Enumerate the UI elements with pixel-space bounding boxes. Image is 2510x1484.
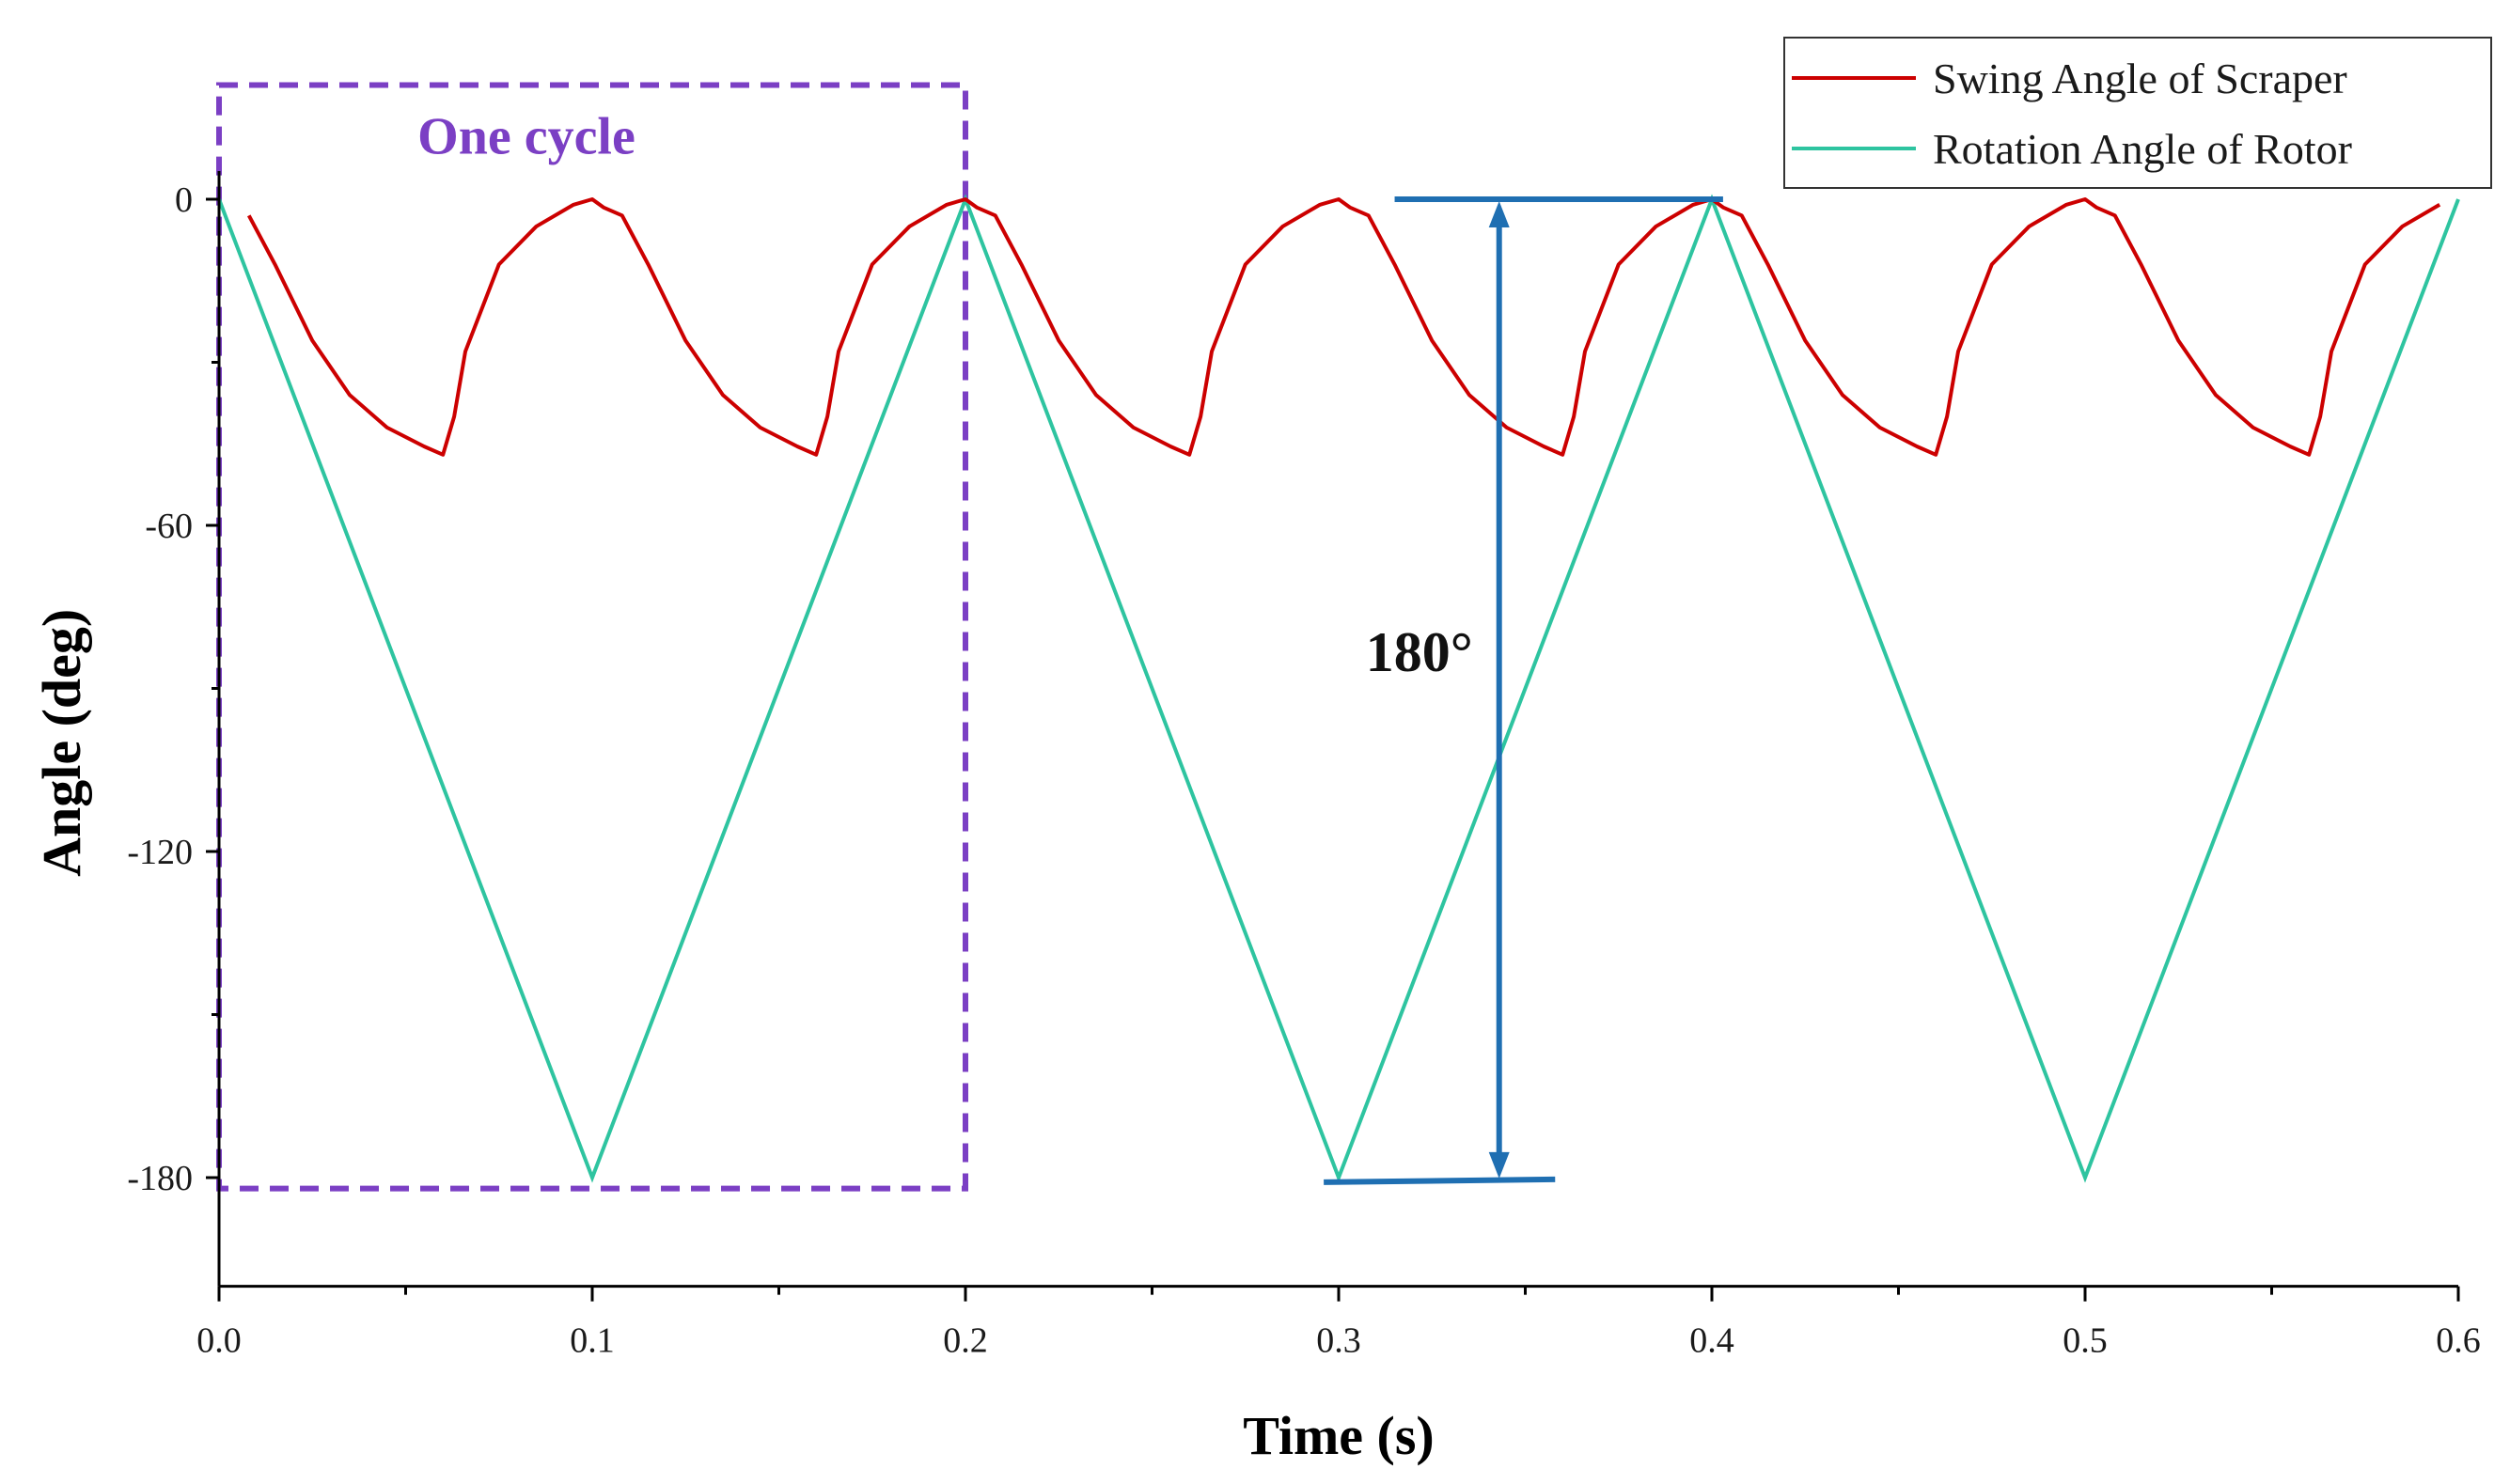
legend: Swing Angle of Scraper Rotation Angle of… <box>1783 37 2492 189</box>
x-tick-label: 0.0 <box>196 1321 242 1361</box>
rotor-rotation-line <box>217 194 2460 1183</box>
legend-label-rotor: Rotation Angle of Rotor <box>1933 125 2352 173</box>
x-tick-label: 0.3 <box>1316 1321 1361 1361</box>
y-axis-title: Angle (deg) <box>31 609 92 877</box>
y-tick-label: -180 <box>127 1159 193 1198</box>
range-bottom-line <box>1324 1176 1556 1185</box>
x-tick-label: 0.6 <box>2436 1321 2481 1361</box>
range-arrow-head-up <box>1488 201 1510 227</box>
legend-label-scraper: Swing Angle of Scraper <box>1933 55 2347 102</box>
y-ticks: 0 -60 -120 -180 <box>127 180 219 1198</box>
y-tick-label: 0 <box>175 180 193 220</box>
legend-box <box>1783 37 2492 189</box>
one-cycle-label: One cycle <box>417 108 635 166</box>
y-tick-label: -120 <box>127 833 193 872</box>
x-tick-label: 0.2 <box>943 1321 988 1361</box>
x-tick-label: 0.5 <box>2063 1321 2108 1361</box>
scraper-swing-line <box>246 197 2441 457</box>
range-marker-180: 180° <box>1324 196 1723 1185</box>
x-ticks: 0.0 0.1 0.2 0.3 0.4 0.5 0.6 <box>196 1286 2481 1361</box>
x-tick-label: 0.1 <box>570 1321 615 1361</box>
y-tick-label: -60 <box>145 507 193 546</box>
range-label-180: 180° <box>1366 621 1473 683</box>
one-cycle-annotation: One cycle <box>216 82 968 1192</box>
range-arrow-head-down <box>1488 1151 1510 1179</box>
axes: 0.0 0.1 0.2 0.3 0.4 0.5 0.6 0 -60 -120 -180 <box>127 171 2481 1361</box>
one-cycle-box <box>216 82 968 1192</box>
x-tick-label: 0.4 <box>1689 1321 1734 1361</box>
x-axis-title: Time (s) <box>1243 1405 1435 1466</box>
